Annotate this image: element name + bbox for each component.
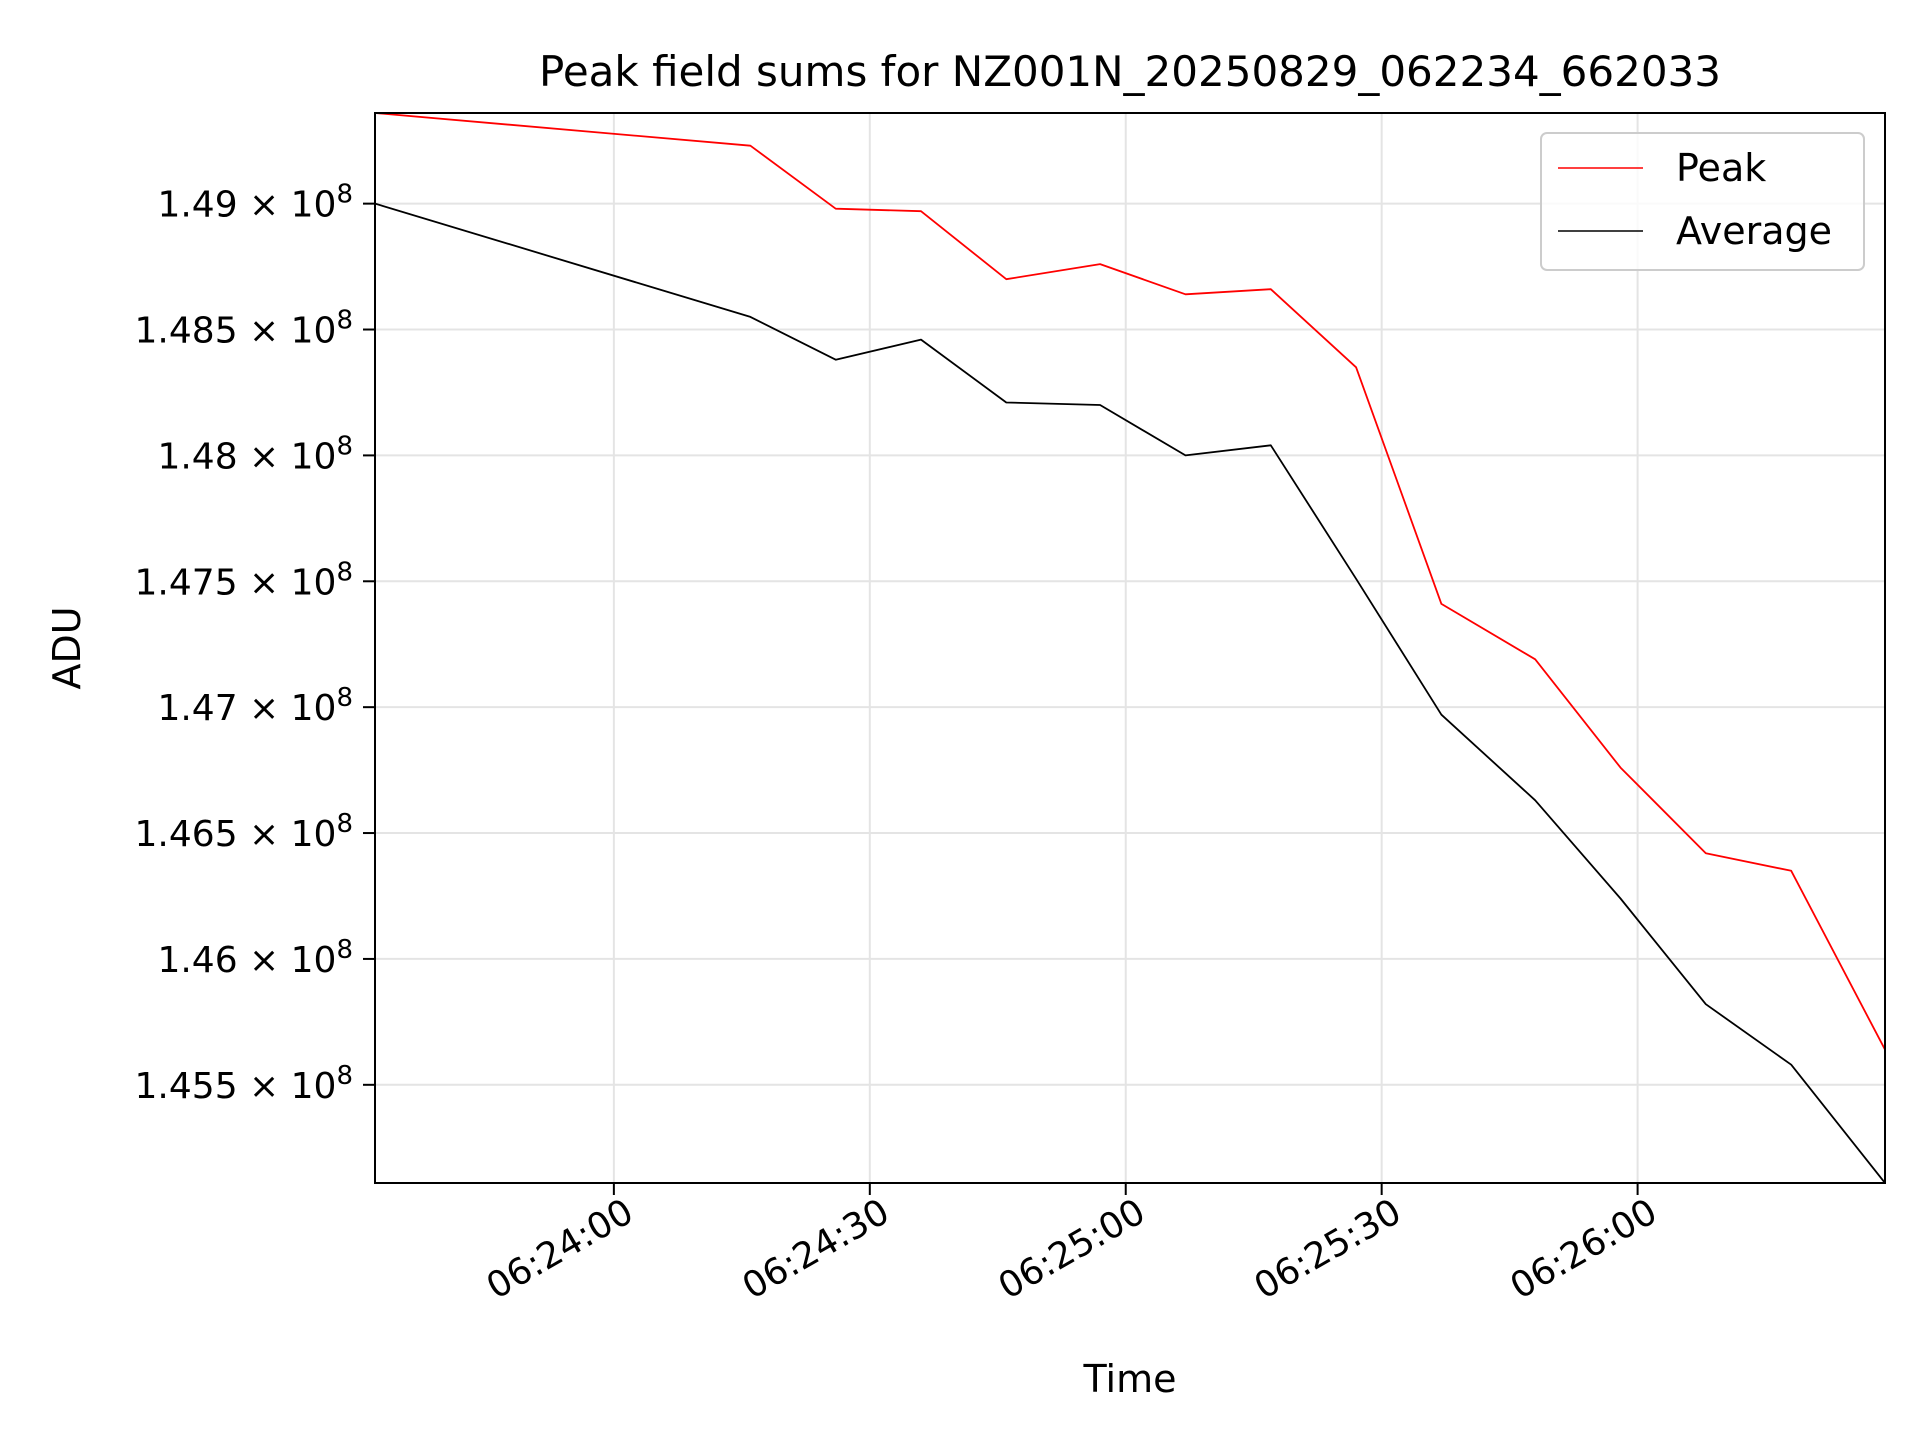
chart-title: Peak field sums for NZ001N_20250829_0622… <box>539 47 1721 96</box>
series-layer <box>375 113 1885 1183</box>
y-tick-label: 1.475 × 108 <box>135 557 353 603</box>
series-line-average <box>375 202 1885 1183</box>
y-tick-label: 1.465 × 108 <box>135 809 353 855</box>
y-tick-label: 1.49 × 108 <box>157 180 353 226</box>
y-tick-label: 1.48 × 108 <box>157 431 353 477</box>
legend-label-peak: Peak <box>1676 146 1766 190</box>
y-axis-label: ADU <box>45 606 89 689</box>
legend: Peak Average <box>1540 132 1865 271</box>
y-tick-label: 1.455 × 108 <box>135 1061 353 1107</box>
legend-label-average: Average <box>1676 209 1832 253</box>
y-tick-label: 1.485 × 108 <box>135 306 353 352</box>
x-axis-label: Time <box>1083 1357 1177 1401</box>
series-line-peak <box>375 113 1885 1051</box>
grid-layer <box>375 113 1885 1183</box>
y-tick-label: 1.46 × 108 <box>157 935 353 981</box>
plot-frame <box>374 112 1886 1184</box>
y-tick-label: 1.47 × 108 <box>157 683 353 729</box>
